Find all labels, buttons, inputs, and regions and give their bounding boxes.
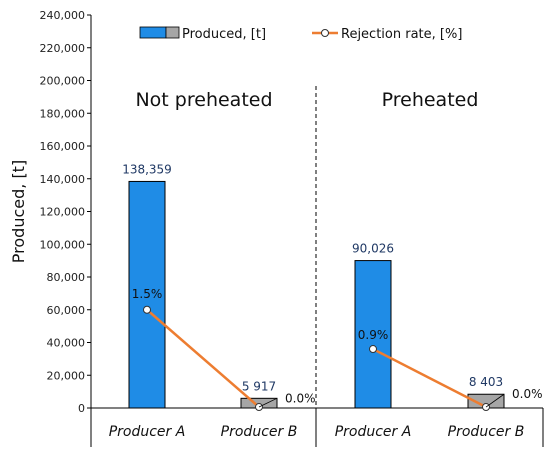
rate-label: 0.9% [358, 328, 389, 342]
rate-label: 1.5% [132, 287, 163, 301]
group-title: Not preheated [135, 89, 272, 111]
x-category-label: Producer B [448, 424, 525, 440]
x-category-label: Producer A [335, 424, 412, 440]
bar [128, 180, 166, 409]
y-tick-label: 0 [78, 402, 85, 415]
plot-area: Not preheated Preheated 138,359 5 917 90,026… [122, 86, 543, 412]
legend: Produced, [t] Rejection rate, [%] [139, 26, 462, 42]
y-tick-label: 160,000 [40, 140, 86, 153]
y-tick-label: 220,000 [40, 42, 86, 55]
legend-swatch-produced-b [165, 26, 180, 39]
y-tick-label: 60,000 [47, 304, 86, 317]
x-category-label: Producer B [221, 424, 298, 440]
x-category-label: Producer A [109, 424, 186, 440]
bar-data-label: 5 917 [242, 379, 276, 393]
rate-point [369, 345, 377, 354]
bar-data-label: 138,359 [122, 162, 172, 176]
group-title: Preheated [382, 89, 479, 111]
legend-label-rate: Rejection rate, [%] [341, 27, 462, 42]
rate-label: 0.0% [285, 391, 316, 405]
y-tick-label: 200,000 [40, 75, 86, 88]
rate-label: 0.0% [512, 387, 543, 401]
rate-line-segment [372, 347, 487, 409]
bar-data-label: 90,026 [352, 242, 394, 256]
y-tick-label: 20,000 [47, 369, 86, 382]
legend-marker-rate [321, 29, 329, 37]
y-tick-label: 120,000 [40, 206, 86, 219]
rate-label-leader [485, 393, 505, 408]
x-axis: Producer A Producer B Producer A Producer B [91, 407, 544, 447]
y-tick-label: 40,000 [47, 337, 86, 350]
bar-data-label: 8 403 [469, 375, 503, 389]
legend-swatch-produced-a [139, 26, 167, 39]
rate-line-segment [146, 308, 260, 408]
y-tick-label: 80,000 [47, 271, 86, 284]
legend-label-produced: Produced, [t] [182, 27, 266, 42]
y-tick-label: 100,000 [40, 238, 86, 251]
rate-point [143, 305, 151, 314]
rate-label-leader [258, 397, 278, 408]
y-tick-label: 180,000 [40, 107, 86, 120]
bar [354, 260, 392, 409]
y-tick-label: 140,000 [40, 173, 86, 186]
y-axis: 0 20,000 40,000 60,000 80,000 100,000 120,000 1… [9, 9, 92, 447]
y-axis-label: Produced, [t] [9, 160, 28, 263]
y-tick-label: 240,000 [40, 9, 86, 22]
